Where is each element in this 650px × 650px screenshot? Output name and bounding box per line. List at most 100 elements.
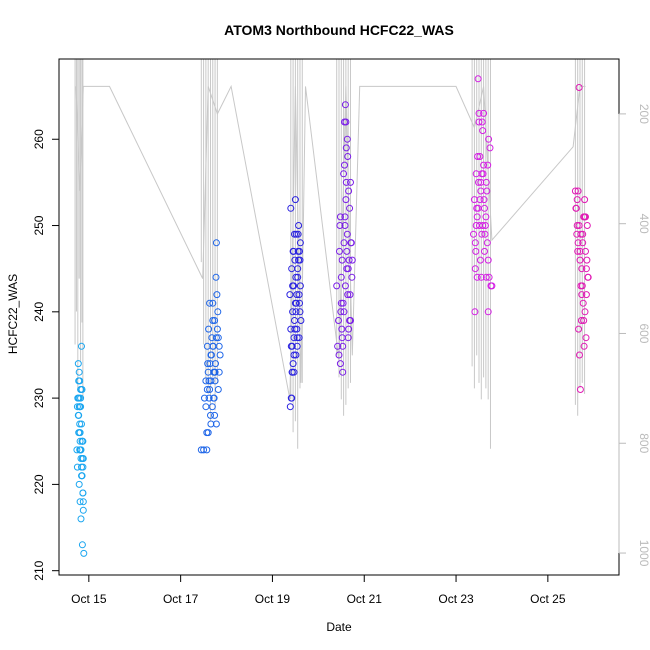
data-point: [74, 360, 82, 368]
data-point: [484, 161, 492, 169]
data-point: [337, 273, 345, 281]
data-point: [474, 153, 482, 160]
data-point: [342, 196, 350, 204]
data-point: [296, 282, 304, 290]
data-point: [288, 265, 296, 273]
data-point: [290, 247, 298, 255]
data-point: [578, 265, 586, 273]
data-point: [293, 342, 301, 350]
data-point: [484, 256, 492, 264]
data-point: [485, 273, 493, 281]
data-point: [483, 187, 491, 195]
data-point: [341, 213, 349, 221]
y-tick-label: 220: [32, 474, 46, 494]
data-point: [478, 118, 486, 126]
data-point: [579, 299, 587, 307]
data-point: [343, 247, 351, 255]
data-point: [476, 196, 484, 204]
data-point: [345, 325, 353, 333]
data-point: [471, 265, 479, 273]
y-tick-label: 210: [32, 560, 46, 580]
data-point: [475, 109, 483, 117]
data-point: [209, 317, 217, 324]
data-point: [205, 325, 213, 333]
data-point: [576, 386, 584, 393]
data-point: [582, 291, 590, 299]
data-point: [573, 230, 581, 238]
data-point: [294, 247, 302, 255]
data-point: [338, 256, 346, 264]
data-point: [474, 75, 482, 83]
data-point: [346, 204, 354, 212]
data-point: [575, 325, 583, 333]
data-point: [343, 135, 351, 143]
data-point: [338, 334, 346, 342]
data-point: [202, 403, 210, 411]
data-point: [290, 334, 298, 342]
data-point: [482, 213, 490, 221]
data-point: [215, 368, 223, 376]
data-point: [571, 187, 579, 195]
data-point: [576, 247, 584, 255]
data-point: [292, 308, 300, 316]
data-point: [484, 308, 492, 316]
y-tick-label: 260: [32, 129, 46, 149]
data-point: [73, 403, 81, 411]
data-point: [347, 317, 354, 324]
data-point: [472, 247, 480, 255]
data-point: [575, 222, 583, 229]
data-point: [76, 429, 84, 437]
data-point: [344, 153, 352, 160]
data-point: [297, 317, 305, 324]
data-point: [293, 291, 301, 299]
x-tick-label: Oct 19: [255, 592, 291, 606]
data-point: [477, 178, 485, 186]
data-point: [348, 256, 356, 264]
data-point: [335, 317, 342, 324]
data-point: [291, 196, 299, 204]
data-point: [296, 239, 304, 247]
x-tick-label: Oct 17: [163, 592, 199, 606]
data-point: [475, 178, 482, 186]
data-point: [340, 308, 348, 316]
secondary-tick-label: 1000: [637, 540, 650, 567]
data-point: [580, 342, 588, 350]
data-point: [295, 256, 303, 264]
data-point: [341, 161, 348, 169]
data-point: [216, 351, 224, 359]
data-point: [345, 187, 353, 195]
data-point: [213, 325, 221, 333]
data-point: [206, 299, 214, 307]
data-point: [289, 360, 297, 368]
data-point: [337, 308, 345, 316]
data-point: [471, 239, 479, 247]
x-axis: Oct 15 Oct 17 Oct 19 Oct 21 Oct 23 Oct 25: [71, 574, 566, 606]
data-point: [78, 541, 86, 549]
data-point: [343, 230, 351, 238]
y-axis: 210 220 230 240 250 260: [32, 129, 60, 581]
series-2: [197, 239, 224, 454]
data-point: [287, 204, 295, 212]
data-point: [583, 222, 591, 229]
data-point: [475, 118, 483, 126]
data-point: [474, 204, 482, 212]
data-point: [75, 394, 83, 402]
data-point: [346, 291, 354, 299]
data-point: [478, 170, 486, 178]
data-point: [573, 222, 581, 229]
data-point: [295, 334, 303, 342]
data-point: [577, 317, 585, 324]
secondary-tick-label: 600: [637, 323, 650, 343]
data-point: [293, 325, 301, 333]
data-point: [293, 334, 301, 342]
data-point: [577, 230, 585, 238]
series-3: [286, 196, 305, 411]
data-point: [202, 377, 210, 385]
data-point: [483, 239, 491, 247]
y-axis-label: HCFC22_WAS: [6, 274, 20, 354]
data-point: [576, 256, 584, 264]
data-point: [287, 394, 295, 402]
data-point: [77, 455, 85, 462]
data-point: [290, 351, 298, 359]
